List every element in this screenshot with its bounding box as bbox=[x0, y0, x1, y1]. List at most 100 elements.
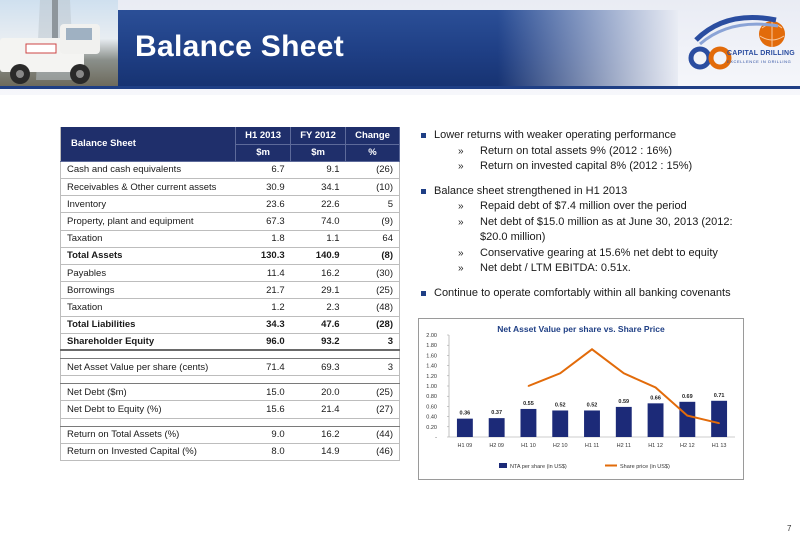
bar-data-label: 0.52 bbox=[587, 402, 598, 408]
bar bbox=[552, 410, 569, 437]
slide-header: Balance Sheet CAPITAL DRILLING EXCELLENC… bbox=[0, 0, 800, 95]
cell: 1.8 bbox=[235, 230, 291, 248]
page-number: 7 bbox=[787, 524, 792, 533]
row-label: Inventory bbox=[60, 195, 236, 214]
x-tick-label: H2 09 bbox=[489, 443, 504, 449]
y-tick-label: 0.80 bbox=[426, 394, 437, 400]
cell: 30.9 bbox=[235, 178, 291, 197]
y-tick-label: 1.60 bbox=[426, 353, 437, 359]
table-row: Return on Invested Capital (%) 8.0 14.9 (46… bbox=[60, 443, 400, 461]
cell: 3 bbox=[345, 357, 400, 377]
row-label: Return on Invested Capital (%) bbox=[60, 443, 236, 461]
cell: (30) bbox=[345, 264, 400, 283]
cell: 3 bbox=[345, 333, 400, 352]
bar-data-label: 0.36 bbox=[460, 411, 471, 417]
cell: (25) bbox=[345, 383, 400, 402]
x-tick-label: H1 10 bbox=[521, 443, 536, 449]
bar bbox=[456, 418, 473, 437]
share-price-point bbox=[591, 348, 593, 351]
cell: 1.2 bbox=[235, 298, 291, 317]
sub-bullet-text: Conservative gearing at 15.6% net debt t… bbox=[480, 246, 718, 259]
sub-bullet: » Return on total assets 9% (2012 : 16%) bbox=[420, 144, 780, 160]
cell: 93.2 bbox=[290, 333, 346, 352]
table-row-total: Shareholder Equity 96.0 93.2 3 bbox=[60, 333, 400, 352]
x-tick-label: H2 12 bbox=[680, 443, 695, 449]
x-tick-label: H1 11 bbox=[585, 443, 599, 449]
share-price-point bbox=[622, 372, 625, 375]
sub-bullet-text: $20.0 million) bbox=[480, 231, 546, 243]
row-label: Total Liabilities bbox=[60, 316, 236, 334]
row-label: Net Asset Value per share (cents) bbox=[60, 357, 236, 377]
row-label: Cash and cash equivalents bbox=[60, 161, 236, 180]
bar-data-label: 0.52 bbox=[555, 402, 566, 408]
legend-swatch-bar bbox=[499, 463, 507, 468]
sub-bullet-marker: » bbox=[458, 216, 464, 228]
cell: 130.3 bbox=[235, 247, 291, 266]
col-unit: $m bbox=[235, 144, 292, 162]
y-tick-label: 0.20 bbox=[426, 425, 437, 431]
sub-bullet-text: Return on total assets 9% (2012 : 16%) bbox=[480, 144, 672, 157]
table-row: Taxation 1.8 1.1 64 bbox=[60, 230, 400, 248]
bar-data-label: 0.69 bbox=[682, 394, 693, 400]
commentary-bullets: Lower returns with weaker operating perf… bbox=[420, 128, 780, 301]
table-row-total: Total Liabilities 34.3 47.6 (28) bbox=[60, 316, 400, 334]
cell: 29.1 bbox=[290, 281, 346, 300]
bar bbox=[615, 406, 632, 437]
y-tick-label: 2.00 bbox=[426, 333, 437, 339]
cell: 34.3 bbox=[235, 316, 291, 334]
row-label: Return on Total Assets (%) bbox=[60, 425, 236, 444]
logo-tagline: EXCELLENCE IN DRILLING bbox=[727, 59, 792, 64]
bar bbox=[679, 401, 696, 437]
cell: 8.0 bbox=[235, 443, 291, 461]
cell: 1.1 bbox=[290, 230, 346, 248]
chart-svg: Net Asset Value per share vs. Share Pric… bbox=[426, 324, 735, 470]
cell: 9.1 bbox=[290, 161, 346, 180]
x-tick-label: H2 11 bbox=[617, 443, 631, 449]
table-gap bbox=[61, 418, 400, 426]
sub-bullet-marker: » bbox=[458, 145, 464, 157]
bullet: Lower returns with weaker operating perf… bbox=[420, 128, 780, 144]
cell: 14.9 bbox=[290, 443, 346, 461]
bar bbox=[584, 410, 600, 437]
cell: 16.2 bbox=[290, 425, 346, 444]
y-tick-label: 1.80 bbox=[426, 343, 437, 349]
sub-bullet-continuation: $20.0 million) bbox=[420, 230, 780, 246]
sub-bullet-marker: » bbox=[458, 161, 464, 172]
row-label: Total Assets bbox=[60, 247, 236, 266]
cell: 16.2 bbox=[290, 264, 346, 283]
y-tick-label: 0.60 bbox=[426, 404, 437, 410]
cell: (26) bbox=[345, 161, 400, 180]
table-row: Net Asset Value per share (cents) 71.4 69.… bbox=[60, 357, 400, 377]
row-label: Taxation bbox=[60, 230, 236, 248]
bar bbox=[647, 403, 664, 437]
cell: 15.0 bbox=[235, 383, 291, 402]
logo-name: CAPITAL DRILLING bbox=[727, 50, 795, 57]
cell: 9.0 bbox=[235, 425, 291, 444]
table-gap bbox=[61, 376, 400, 384]
balance-sheet-table: Balance Sheet H1 2013 FY 2012 Change $m … bbox=[60, 127, 400, 461]
cell: 22.6 bbox=[290, 195, 346, 214]
cell: 71.4 bbox=[235, 357, 291, 377]
bullet: Continue to operate comfortably within a… bbox=[420, 286, 780, 302]
row-label: Shareholder Equity bbox=[60, 333, 236, 352]
row-label: Taxation bbox=[60, 298, 236, 317]
cell: 47.6 bbox=[290, 316, 346, 334]
row-label: Receivables & Other current assets bbox=[60, 178, 236, 197]
x-tick-label: H2 10 bbox=[553, 443, 568, 449]
bar bbox=[520, 408, 537, 437]
cell: 67.3 bbox=[235, 212, 291, 231]
cell: (8) bbox=[345, 247, 400, 266]
table-row-total: Total Assets 130.3 140.9 (8) bbox=[60, 247, 400, 266]
cell: 23.6 bbox=[235, 195, 291, 214]
col-header: H1 2013 bbox=[235, 127, 292, 145]
table-row: Inventory 23.6 22.6 5 bbox=[60, 195, 400, 214]
table-row: Net Debt to Equity (%) 15.6 21.4 (27) bbox=[60, 400, 400, 419]
cell: (44) bbox=[345, 425, 400, 444]
table-row: Net Debt ($m) 15.0 20.0 (25) bbox=[60, 383, 400, 402]
sub-bullet-text: Net debt of $15.0 million as at June 30,… bbox=[480, 215, 733, 228]
y-tick-label: 0.40 bbox=[426, 415, 437, 421]
cell: 21.7 bbox=[235, 281, 291, 300]
capital-drilling-logo bbox=[686, 14, 796, 76]
sub-bullet: » Conservative gearing at 15.6% net debt … bbox=[420, 246, 780, 262]
share-price-point bbox=[559, 372, 562, 375]
